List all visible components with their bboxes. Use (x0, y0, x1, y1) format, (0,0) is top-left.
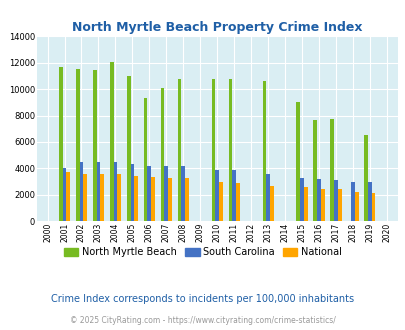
Bar (303, 187, 307, 221)
Bar (79, 162, 83, 221)
Bar (215, 170, 219, 221)
Bar (143, 98, 147, 221)
Bar (266, 174, 269, 221)
Bar (164, 166, 168, 221)
Bar (371, 193, 375, 221)
Title: North Myrtle Beach Property Crime Index: North Myrtle Beach Property Crime Index (72, 21, 362, 34)
Bar (363, 135, 367, 221)
Bar (62, 168, 66, 221)
Bar (113, 162, 117, 221)
Legend: North Myrtle Beach, South Carolina, National: North Myrtle Beach, South Carolina, Nati… (60, 243, 345, 261)
Bar (316, 179, 320, 221)
Bar (93, 70, 96, 221)
Bar (313, 120, 316, 221)
Bar (59, 67, 62, 221)
Bar (296, 102, 299, 221)
Bar (185, 178, 188, 221)
Bar (168, 178, 171, 221)
Bar (177, 79, 181, 221)
Bar (181, 166, 185, 221)
Bar (320, 189, 324, 221)
Bar (160, 88, 164, 221)
Bar (134, 176, 138, 221)
Bar (299, 178, 303, 221)
Bar (333, 180, 337, 221)
Bar (126, 76, 130, 221)
Bar (96, 162, 100, 221)
Bar (269, 186, 273, 221)
Bar (219, 182, 222, 221)
Bar (130, 164, 134, 221)
Bar (350, 182, 354, 221)
Bar (354, 192, 358, 221)
Bar (66, 172, 70, 221)
Text: Crime Index corresponds to incidents per 100,000 inhabitants: Crime Index corresponds to incidents per… (51, 294, 354, 304)
Bar (337, 189, 341, 221)
Bar (117, 174, 121, 221)
Bar (232, 170, 235, 221)
Bar (110, 62, 113, 221)
Bar (262, 81, 266, 221)
Bar (147, 166, 151, 221)
Bar (367, 182, 371, 221)
Bar (100, 174, 104, 221)
Text: © 2025 CityRating.com - https://www.cityrating.com/crime-statistics/: © 2025 CityRating.com - https://www.city… (70, 316, 335, 325)
Bar (83, 174, 87, 221)
Bar (211, 79, 215, 221)
Bar (330, 119, 333, 221)
Bar (228, 79, 232, 221)
Bar (76, 69, 79, 221)
Bar (151, 177, 155, 221)
Bar (235, 183, 239, 221)
